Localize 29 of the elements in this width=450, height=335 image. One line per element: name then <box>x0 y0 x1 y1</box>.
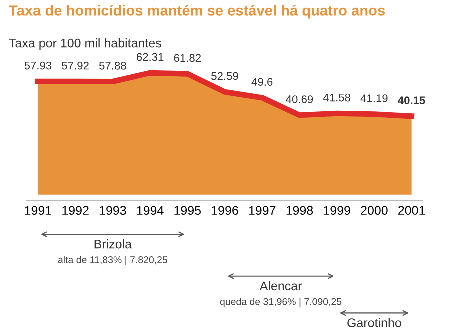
data-label: 57.92 <box>62 62 89 70</box>
data-label: 57.88 <box>99 62 126 70</box>
data-label: 52.59 <box>212 72 238 80</box>
text: Garotinho <box>348 318 402 328</box>
data-label: 40.15 <box>398 96 426 104</box>
text: queda de 31,96% | 7.090,25 <box>220 298 342 308</box>
data-label: 40.69 <box>286 96 314 104</box>
text: Alencar <box>260 281 302 291</box>
data-label: 62.31 <box>136 53 164 62</box>
x-tick-label: 1991 <box>25 206 52 216</box>
chart-title: Taxa de homicídios mantém se estável há quatro anos <box>9 5 385 19</box>
x-tick-label: 2000 <box>361 206 388 216</box>
data-label: 57.93 <box>24 62 52 70</box>
chart-subtitle: Taxa por 100 mil habitantes <box>9 38 162 50</box>
text: alta de 11,83% | 7.820,25 <box>58 256 168 266</box>
x-tick-label: 1992 <box>62 206 89 216</box>
x-tick-label: 1993 <box>100 206 126 216</box>
x-tick-label: 1994 <box>137 206 164 216</box>
data-label: 61.82 <box>174 54 201 62</box>
x-tick-label: 2001 <box>398 206 426 216</box>
x-tick-label: 1999 <box>324 206 350 216</box>
x-tick-label: 1996 <box>212 206 238 216</box>
x-tick-label: 1997 <box>249 206 276 216</box>
data-label: 41.58 <box>323 94 350 102</box>
data-label: 49.6 <box>252 78 273 86</box>
data-label: 41.19 <box>360 94 388 102</box>
x-tick-label: 1995 <box>174 206 202 216</box>
text: Brizola <box>94 240 132 249</box>
x-tick-label: 1998 <box>286 206 314 216</box>
